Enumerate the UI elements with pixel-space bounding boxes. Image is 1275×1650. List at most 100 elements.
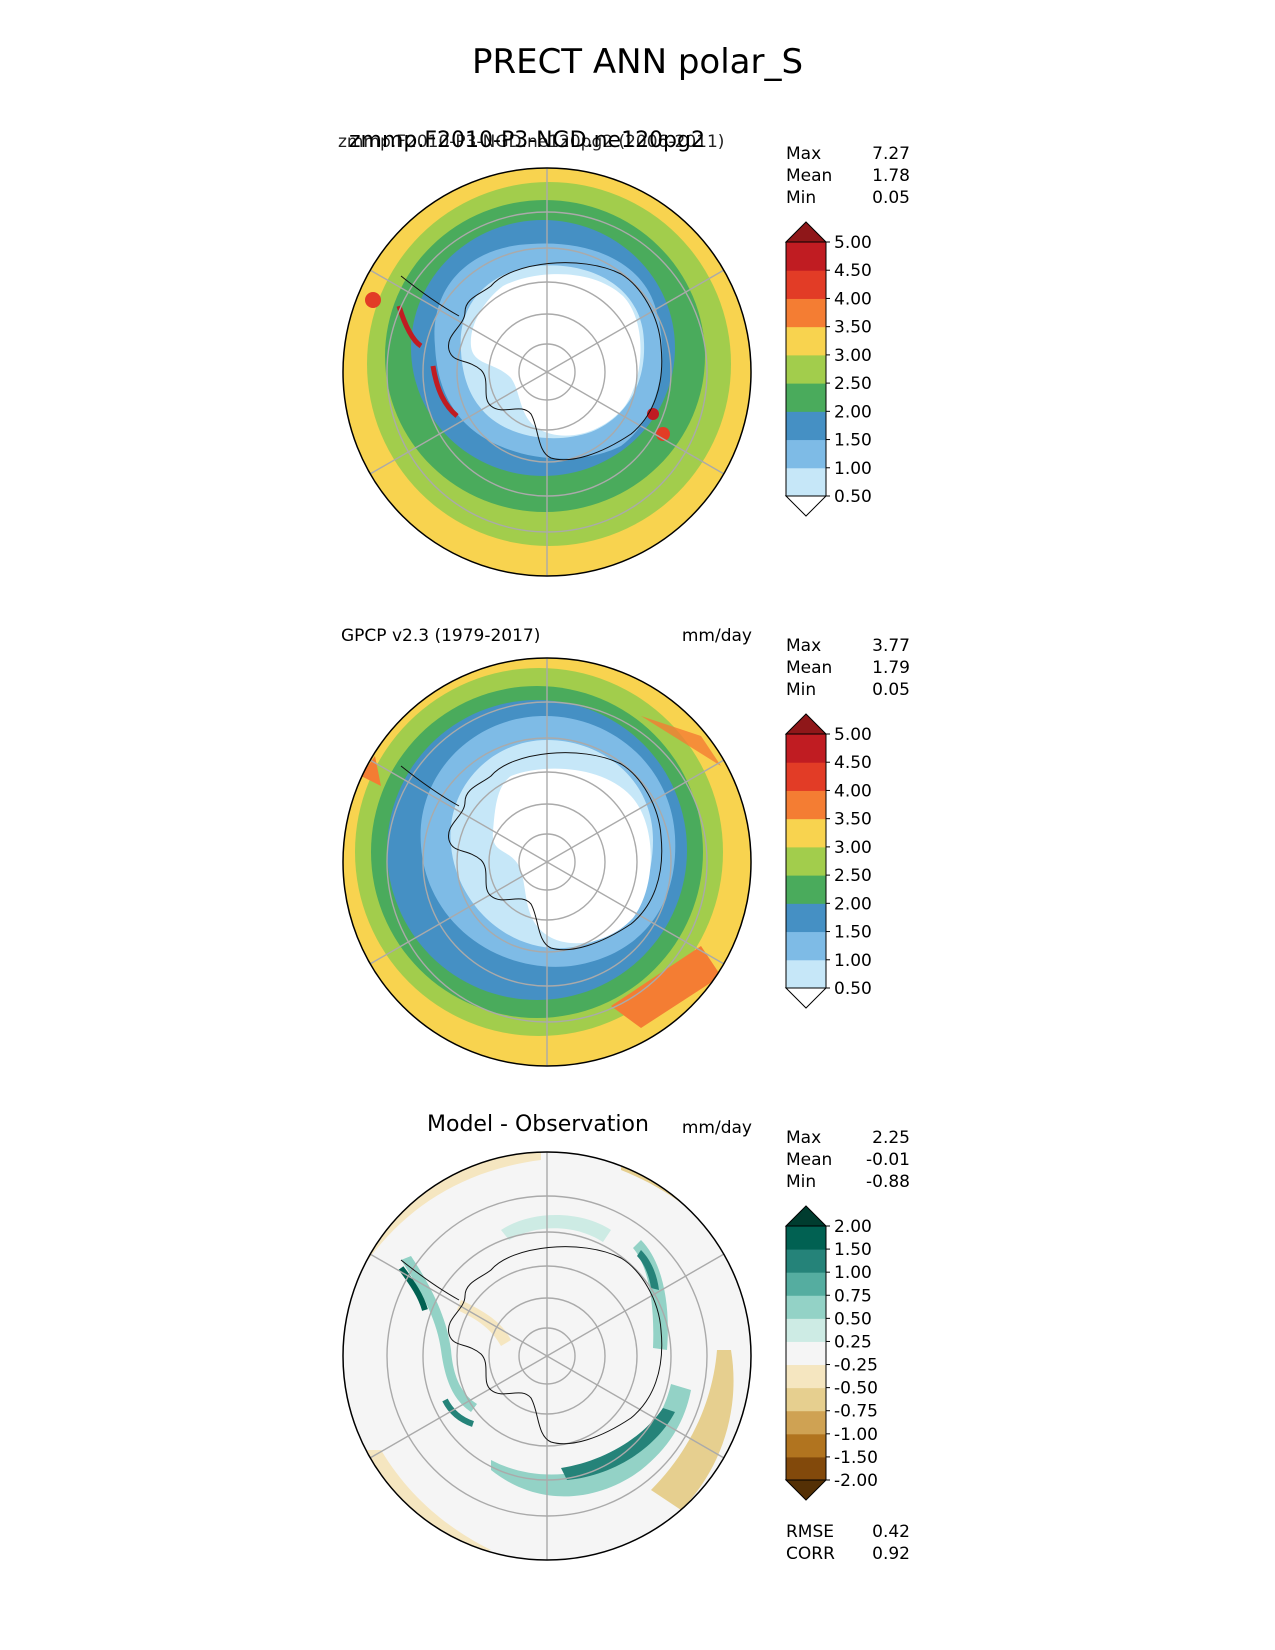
colorbar-tick-label: -1.00	[834, 1425, 878, 1445]
colorbar-extension-max	[784, 713, 828, 735]
colorbar-outline	[785, 733, 827, 989]
panel-1-field-peninsula-max	[396, 305, 459, 418]
colorbar-tick-label: 4.50	[834, 753, 872, 773]
panel-2-field-northeast-max	[641, 716, 721, 766]
colorbar-tick-label: -0.50	[834, 1379, 878, 1399]
colorbar-tick-label: 2.50	[834, 866, 872, 886]
colorbar-outline	[785, 241, 827, 497]
colorbar-tick-label: 2.00	[834, 1217, 872, 1237]
colorbar-segment	[786, 1249, 826, 1273]
panel-2-polar-map	[342, 657, 752, 1067]
panel-2-title: GPCP v2.3 (1979-2017)	[341, 626, 541, 646]
panel-3-field-southeast-positive-strong	[561, 1408, 675, 1480]
colorbar-segment	[786, 1410, 826, 1435]
panel-1-map-border	[342, 167, 752, 577]
panel-3-field-peninsula-positive-strong-2	[442, 1398, 475, 1427]
colorbar-tick-label: 5.00	[834, 725, 872, 745]
panel-3-units: mm/day	[681, 1118, 752, 1138]
panel-3-field-east-positive-strong	[637, 1250, 659, 1290]
colorbar-tick-label: 2.00	[834, 894, 872, 914]
panel-3-stat-label-min: Min	[786, 1172, 817, 1192]
colorbar-outline	[785, 1225, 827, 1481]
panel-3-metric-value-corr: 0.92	[872, 1544, 910, 1564]
colorbar-tick-label: 0.50	[834, 979, 872, 999]
panel-3-stat-label-max: Max	[786, 1128, 822, 1148]
colorbar-segment	[786, 762, 826, 791]
panel-1-colorbar: 0.50 1.00 1.50 2.00 2.50 3.00 3.50 4.00 4.50 5.00	[784, 221, 872, 517]
panel-1-coastline	[400, 262, 663, 461]
colorbar-segment	[786, 383, 826, 412]
colorbar-extension-max	[784, 1205, 828, 1227]
colorbar-tick-label: 4.00	[834, 289, 872, 309]
panel-1-title: zmmp.F2010-P3-NGD.ne120pg2	[349, 128, 705, 153]
colorbar-segment	[786, 1318, 826, 1342]
colorbar-segment	[786, 875, 826, 904]
colorbar-tick-label: 2.00	[834, 402, 872, 422]
colorbar-segment	[786, 818, 826, 848]
panel-1-polar-map	[342, 167, 752, 577]
panel-1-stat-value-min: 0.05	[872, 188, 910, 208]
panel-3-metric-label-rmse: RMSE	[786, 1522, 835, 1542]
panel-1-graticule	[369, 168, 725, 576]
panel-3-stat-value-mean: -0.01	[866, 1150, 910, 1170]
colorbar-segment	[786, 903, 826, 933]
panel-1-subtitle: zmmp.F2010-P3-NGD.ne120pg2 (2006-2011)	[338, 132, 725, 152]
panel-2-graticule	[369, 658, 725, 1066]
colorbar-tick-label: -2.00	[834, 1471, 878, 1491]
colorbar-segment	[786, 734, 826, 763]
colorbar-segment	[786, 1226, 826, 1250]
colorbar-tick-label: 4.00	[834, 781, 872, 801]
panel-3-map-border	[342, 1151, 752, 1561]
colorbar-tick-label: 5.00	[834, 233, 872, 253]
colorbar-tick-label: 4.50	[834, 261, 872, 281]
panel-2-map-border	[342, 657, 752, 1067]
colorbar-segment	[786, 846, 826, 876]
colorbar-segment	[786, 931, 826, 961]
panel-2-stat-value-max: 3.77	[872, 636, 910, 656]
colorbar-tick-label: 2.50	[834, 374, 872, 394]
colorbar-segment	[786, 467, 826, 497]
panel-3-field-east-negative	[651, 1350, 734, 1510]
colorbar-segment	[786, 1341, 826, 1366]
colorbar-tick-label: 1.50	[834, 431, 872, 451]
panel-2-stat-value-mean: 1.79	[872, 658, 910, 678]
colorbar-tick-label: 3.50	[834, 318, 872, 338]
colorbar-extension-min	[784, 495, 828, 517]
colorbar-tick-label: -0.75	[834, 1402, 878, 1422]
panel-3-graticule	[369, 1152, 725, 1560]
colorbar-extension-max	[784, 221, 828, 243]
colorbar-segment	[786, 354, 826, 384]
panel-1-stat-label-min: Min	[786, 188, 817, 208]
colorbar-tick-label: 1.00	[834, 951, 872, 971]
colorbar-segment	[786, 1387, 826, 1412]
colorbar-segment	[786, 1364, 826, 1389]
colorbar-tick-label: 0.75	[834, 1286, 872, 1306]
panel-1-field-west-max	[365, 292, 381, 308]
colorbar-segment	[786, 411, 826, 441]
colorbar-tick-label: 3.50	[834, 810, 872, 830]
colorbar-tick-label: 3.00	[834, 838, 872, 858]
panel-1-field-white	[470, 274, 641, 436]
colorbar-tick-label: 3.00	[834, 346, 872, 366]
panel-2-coastline	[400, 752, 663, 951]
panel-2-field-east-max	[611, 946, 721, 1028]
colorbar-segment	[786, 270, 826, 299]
panel-1-stat-label-mean: Mean	[786, 166, 833, 186]
panel-2-stat-value-min: 0.05	[872, 680, 910, 700]
panel-3-metric-label-corr: CORR	[786, 1544, 835, 1564]
panel-3-title: Model - Observation	[427, 1112, 649, 1137]
panel-2-stat-label-min: Min	[786, 680, 817, 700]
colorbar-tick-label: 0.25	[834, 1332, 872, 1352]
panel-3-field-east-positive	[633, 1240, 668, 1350]
panel-2-stat-label-mean: Mean	[786, 658, 833, 678]
panel-3-polar-map	[342, 1151, 752, 1561]
panel-3-colorbar: -2.00 -1.50 -1.00 -0.75 -0.50 -0.25 0.25 0.50 0.…	[784, 1205, 878, 1501]
panel-3-coastline	[400, 1246, 663, 1445]
panel-3-field-peninsula-positive	[401, 1256, 477, 1412]
figure-title: PRECT ANN polar_S	[471, 42, 804, 82]
panel-3-metric-value-rmse: 0.42	[872, 1522, 910, 1542]
panel-3-field-peninsula-positive-strong	[398, 1266, 428, 1311]
colorbar-tick-label: 1.00	[834, 1263, 872, 1283]
colorbar-tick-label: 1.50	[834, 1240, 872, 1260]
panel-2-stat-label-max: Max	[786, 636, 822, 656]
